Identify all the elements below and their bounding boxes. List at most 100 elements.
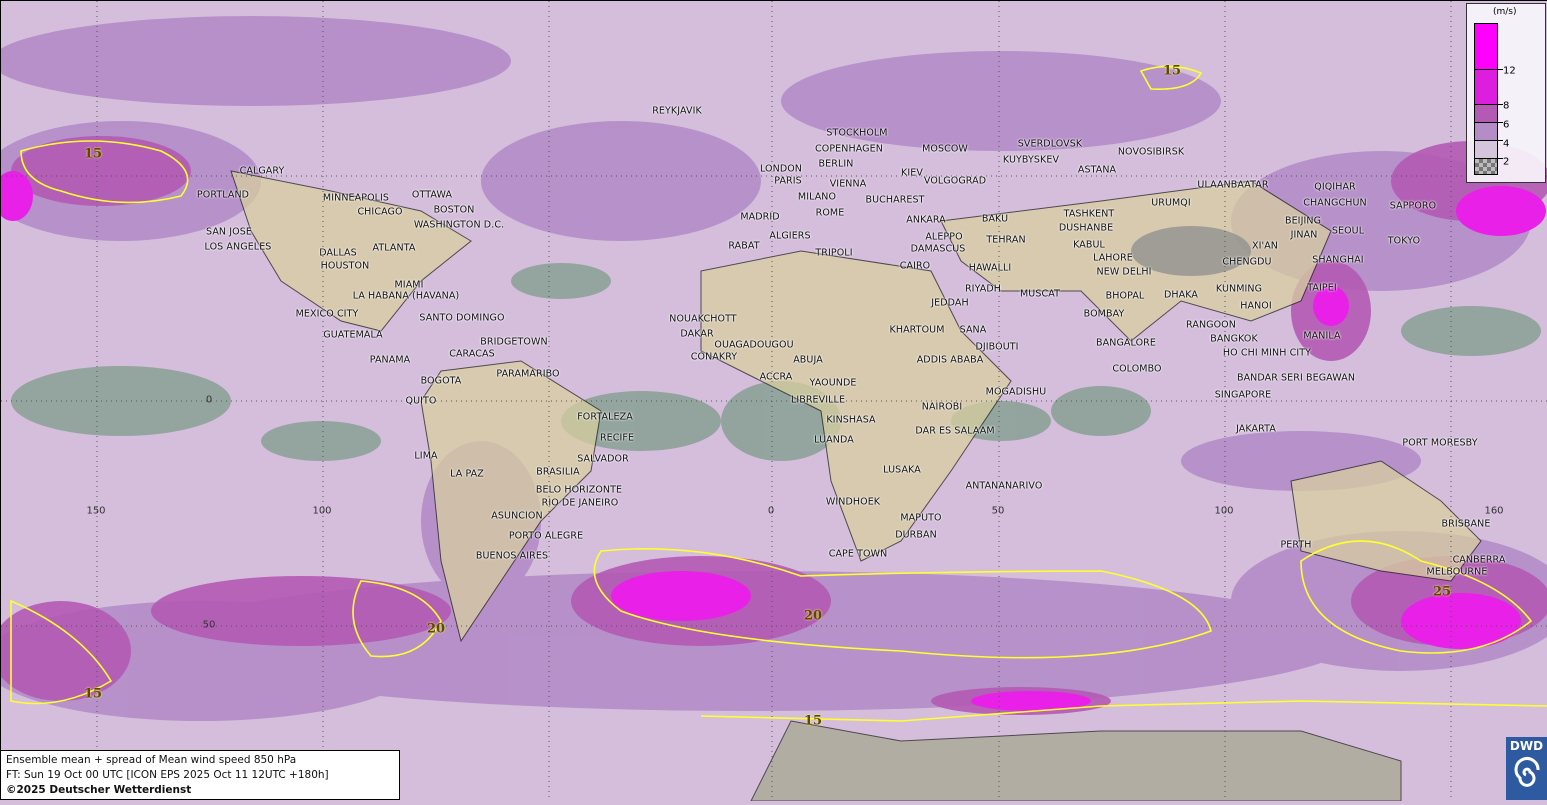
- legend-tick: 2: [1503, 156, 1510, 168]
- city-label: MINNEAPOLIS: [322, 192, 390, 204]
- city-label: ADDIS ABABA: [916, 354, 984, 366]
- legend-colorbar: [1474, 23, 1498, 175]
- longitude-label: 100: [312, 505, 332, 517]
- spiral-icon: [1514, 757, 1540, 787]
- city-label: ANTANANARIVO: [965, 480, 1043, 492]
- city-label: HO CHI MINH CITY: [1222, 347, 1312, 359]
- color-legend: (m/s) 12 8 6 4 2: [1466, 3, 1546, 183]
- city-label: BANGALORE: [1096, 337, 1156, 349]
- city-label: DALLAS: [319, 247, 357, 259]
- city-label: DURBAN: [895, 529, 937, 541]
- city-label: DUSHANBE: [1058, 222, 1114, 234]
- city-label: KIEV: [901, 167, 923, 179]
- city-label: HOUSTON: [320, 260, 370, 272]
- city-label: MELBOURNE: [1426, 566, 1488, 578]
- city-label: URUMQI: [1151, 197, 1191, 209]
- city-label: CAIRO: [899, 260, 931, 272]
- legend-swatch-4-6: [1475, 123, 1497, 141]
- city-label: MOGADISHU: [985, 386, 1047, 398]
- city-label: ULAANBAATAR: [1197, 179, 1269, 191]
- city-label: QUITO: [405, 395, 437, 407]
- city-label: LUSAKA: [883, 464, 921, 476]
- city-label: LIMA: [414, 450, 438, 462]
- city-label: NAIROBI: [921, 401, 963, 413]
- city-label: PERTH: [1280, 539, 1312, 551]
- city-label: MEXICO CITY: [295, 308, 359, 320]
- city-label: CALGARY: [239, 165, 285, 177]
- city-label: BOSTON: [433, 204, 475, 216]
- city-label: SAN JOSE: [206, 226, 252, 238]
- city-label: MADRID: [740, 211, 780, 223]
- latitude-label: 50: [202, 619, 216, 631]
- city-label: GUATEMALA: [323, 329, 383, 341]
- city-label: MANILA: [1303, 330, 1341, 342]
- city-label: TRIPOLI: [815, 247, 853, 259]
- city-label: FORTALEZA: [577, 411, 633, 423]
- longitude-label: 0: [767, 505, 775, 517]
- legend-tick: 8: [1503, 100, 1510, 112]
- city-label: BANDAR SERI BEGAWAN: [1236, 372, 1356, 384]
- land-areas: [230, 170, 1482, 802]
- city-label: SVERDLOVSK: [1017, 138, 1083, 150]
- city-label: RABAT: [728, 240, 760, 252]
- contour-value-label: 20: [803, 608, 823, 624]
- city-label: ALEPPO: [925, 231, 963, 243]
- city-label: REYKJAVIK: [652, 105, 702, 117]
- contour-value-label: 15: [83, 146, 103, 162]
- city-label: STOCKHOLM: [826, 127, 888, 139]
- city-label: HAWALLI: [968, 262, 1012, 274]
- city-label: ASTANA: [1077, 164, 1117, 176]
- city-label: KABUL: [1073, 239, 1105, 251]
- city-label: LIBREVILLE: [790, 394, 846, 406]
- city-label: SANA: [959, 324, 987, 336]
- city-label: CANBERRA: [1452, 554, 1506, 566]
- latitude-label: 0: [205, 394, 213, 406]
- city-label: CHENGDU: [1222, 256, 1272, 268]
- city-label: BERLIN: [818, 158, 854, 170]
- city-label: BUENOS AIRES: [475, 550, 549, 562]
- city-label: ACCRA: [759, 371, 793, 383]
- city-label: DHAKA: [1163, 289, 1199, 301]
- city-label: CHICAGO: [357, 206, 403, 218]
- city-label: LOS ANGELES: [204, 241, 272, 253]
- contour-value-label: 15: [1162, 63, 1182, 79]
- city-label: CAPE TOWN: [828, 548, 888, 560]
- city-label: BANGKOK: [1210, 333, 1258, 345]
- city-label: VIENNA: [829, 178, 867, 190]
- city-label: SANTO DOMINGO: [419, 312, 505, 324]
- city-label: LA HABANA (HAVANA): [352, 290, 460, 302]
- city-label: YAOUNDE: [809, 377, 857, 389]
- city-label: SALVADOR: [577, 453, 629, 465]
- contour-value-label: 20: [426, 621, 446, 637]
- city-label: COPENHAGEN: [815, 143, 883, 155]
- city-label: JINAN: [1290, 229, 1318, 241]
- city-label: PARAMARIBO: [496, 368, 560, 380]
- city-label: HANOI: [1240, 300, 1272, 312]
- city-label: BELO HORIZONTE: [535, 484, 623, 496]
- city-label: ABUJA: [793, 354, 823, 366]
- city-label: ATLANTA: [372, 242, 416, 254]
- city-label: RECIFE: [599, 432, 635, 444]
- city-label: XI'AN: [1251, 240, 1279, 252]
- city-label: BAKU: [981, 213, 1009, 225]
- city-label: PORTLAND: [196, 189, 250, 201]
- city-label: PORTO ALEGRE: [508, 530, 584, 542]
- city-label: BEIJING: [1284, 215, 1322, 227]
- city-label: DAKAR: [680, 328, 714, 340]
- city-label: KUYBYSKEV: [1002, 154, 1060, 166]
- legend-tick: 4: [1503, 138, 1510, 150]
- city-label: DJIBOUTI: [975, 341, 1019, 353]
- city-label: OUAGADOUGOU: [714, 339, 794, 351]
- copyright: ©2025 Deutscher Wetterdienst: [6, 784, 192, 796]
- city-label: LONDON: [759, 163, 803, 175]
- contour-value-label: 15: [803, 713, 823, 729]
- longitude-label: 50: [991, 505, 1005, 517]
- city-label: KUNMING: [1215, 283, 1263, 295]
- city-label: WASHINGTON D.C.: [413, 219, 505, 231]
- legend-swatch-2-4: [1475, 141, 1497, 159]
- city-label: RIO DE JANEIRO: [541, 497, 619, 509]
- city-label: MILANO: [797, 191, 837, 203]
- forecast-time: FT: Sun 19 Oct 00 UTC [ICON EPS 2025 Oct…: [6, 769, 329, 781]
